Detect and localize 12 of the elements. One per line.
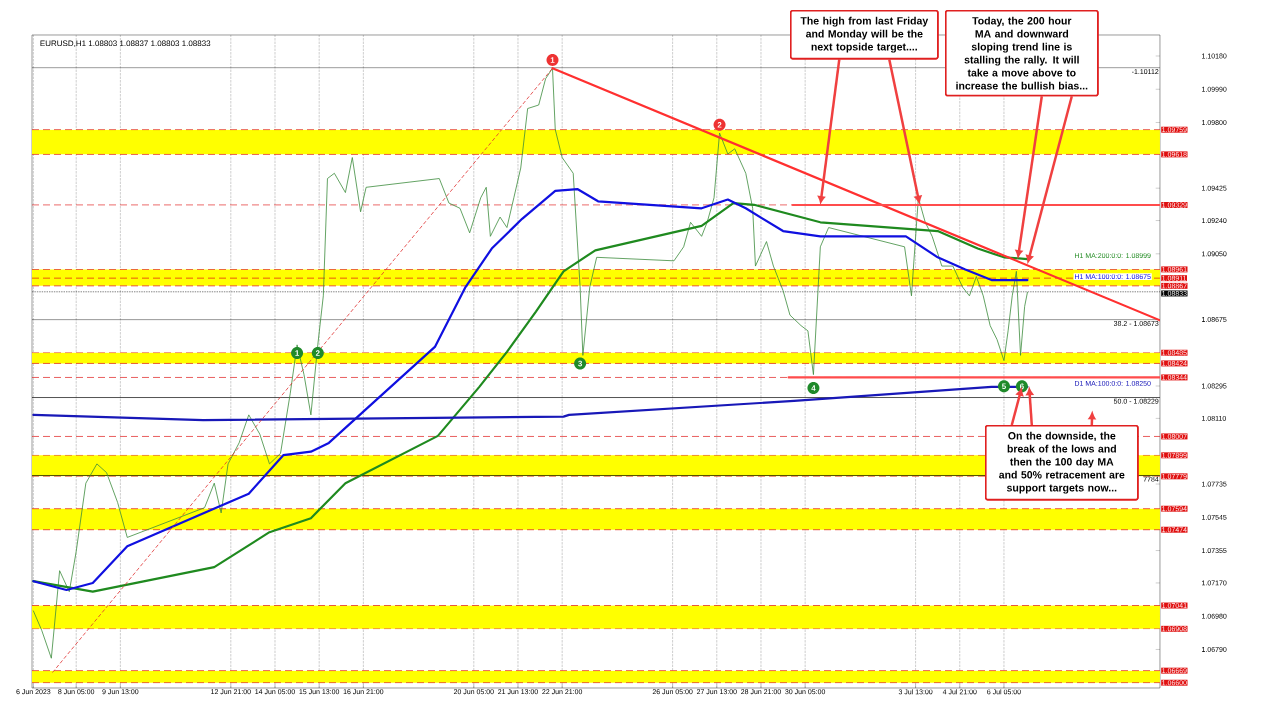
text: EURUSD,H1 1.08803 1.08837 1.08803 1.08833 xyxy=(40,40,211,48)
annotation: 1 xyxy=(295,350,300,356)
annotation: Today, the 200 hour MA and downward sloping trend line is stalling the rally. It will take a move above to increase the bullish bias... xyxy=(956,16,1088,90)
annotation: 2 xyxy=(315,350,320,356)
annotation: 6 xyxy=(1019,383,1024,390)
annotation: 2 xyxy=(717,122,722,128)
annotation: 4 xyxy=(811,385,816,391)
annotation: 5 xyxy=(1001,383,1006,390)
annotation: 1 xyxy=(550,57,555,63)
annotation: On the downside, the break of the lows and then the 100 day MA and 50% retracement are support targets now... xyxy=(999,431,1125,494)
annotation: The high from last Friday and Monday will be the next topside target.... xyxy=(800,16,929,53)
annotation: 3 xyxy=(578,360,583,367)
